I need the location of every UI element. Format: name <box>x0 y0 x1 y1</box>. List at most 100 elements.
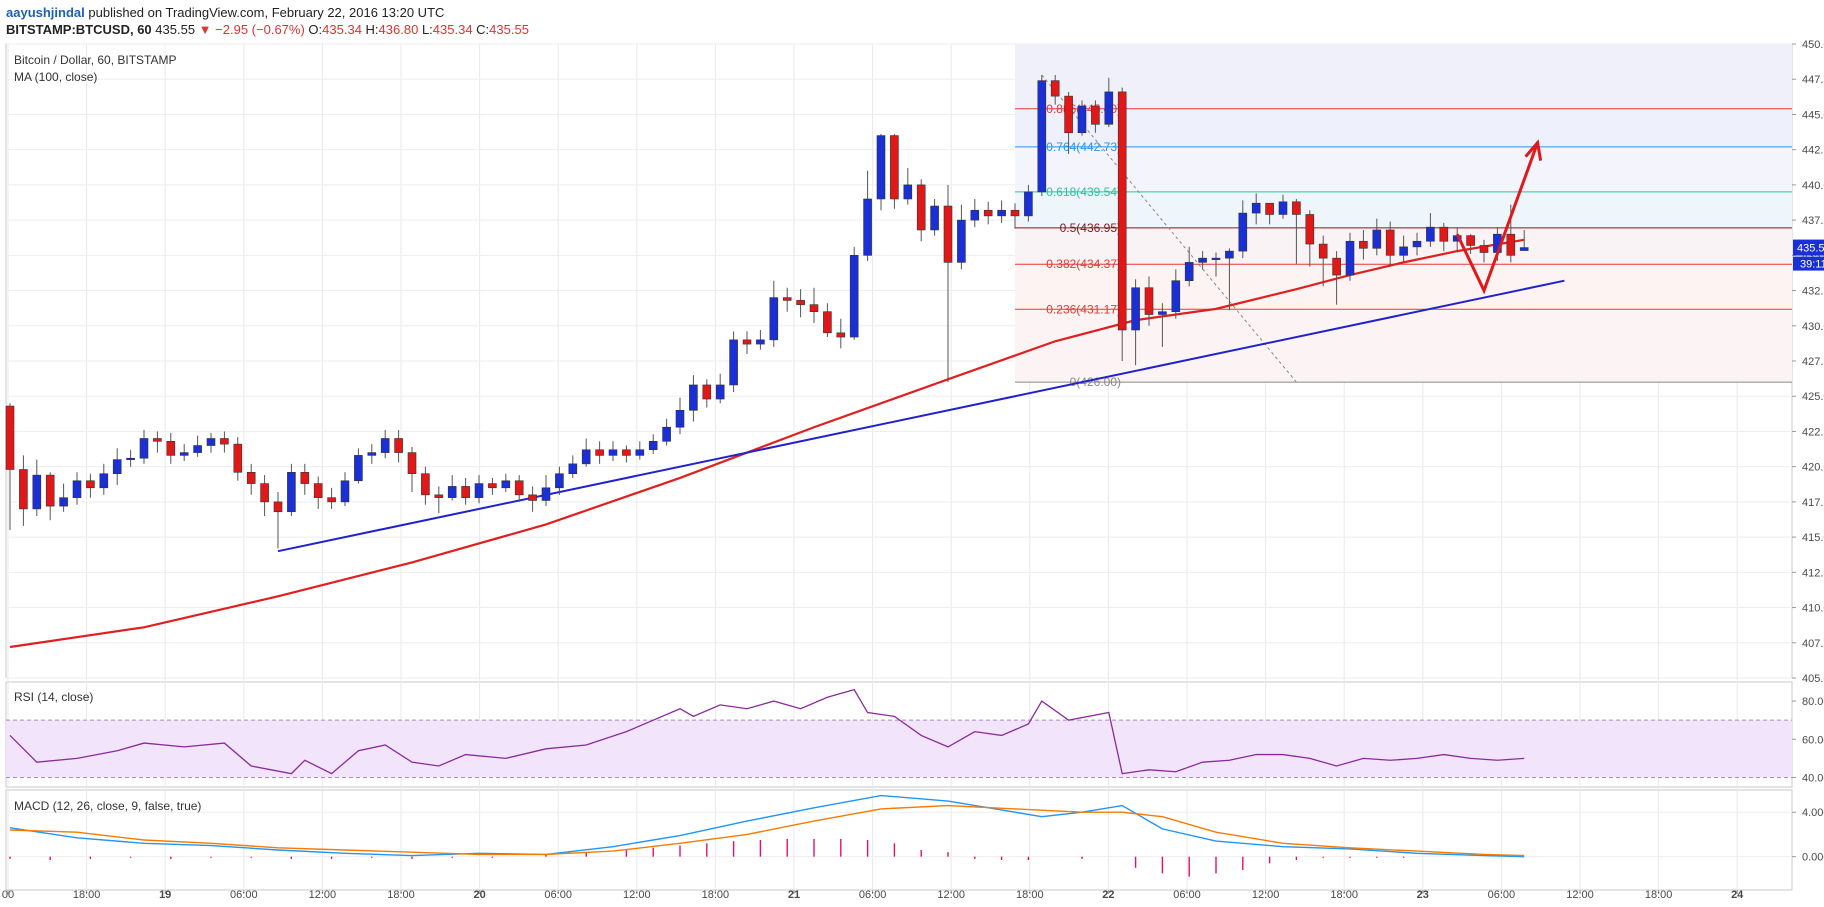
candle-body <box>568 463 578 475</box>
y-tick-label: 420.0 <box>1802 462 1824 474</box>
candle-body <box>1184 262 1194 281</box>
candle-body <box>1037 80 1047 193</box>
candle-body <box>300 472 310 484</box>
countdown-tag-label: 39:11 <box>1800 259 1824 271</box>
x-tick-label: 06:00 <box>230 889 258 901</box>
candle-body <box>1318 243 1328 259</box>
candle-body <box>340 480 350 503</box>
x-tick-label: 06:00 <box>859 889 887 901</box>
y-tick-label: 410.0 <box>1802 603 1824 615</box>
candle-body <box>126 457 135 461</box>
x-tick-label: 12:00 <box>1566 889 1594 901</box>
candle-body <box>1439 226 1449 242</box>
candle-body <box>970 209 980 221</box>
x-tick-label: 06:00 <box>1488 889 1516 901</box>
candle-body <box>715 384 725 400</box>
candle-body <box>206 438 216 446</box>
candle-body <box>1519 247 1529 251</box>
candle-body <box>1050 80 1060 97</box>
candle-body <box>957 219 966 263</box>
candle-body <box>354 455 363 482</box>
y-tick-label: 412.5 <box>1802 567 1824 579</box>
candle-body <box>72 480 82 498</box>
x-tick-label: 18:00 <box>73 889 101 901</box>
rsi-title: RSI (14, close) <box>14 690 93 704</box>
candle-body <box>1399 246 1408 256</box>
ma100-line <box>9 238 1525 649</box>
candle-body <box>1104 91 1114 125</box>
macd-tick-label: 0.0000 <box>1802 852 1824 864</box>
y-tick-label: 417.5 <box>1802 497 1824 509</box>
candle-body <box>1278 201 1288 215</box>
forecast-arrow <box>1455 142 1540 295</box>
x-tick-label: 23 <box>1417 889 1429 901</box>
candle-body <box>287 472 296 513</box>
y-tick-label: 432.5 <box>1802 286 1824 298</box>
x-tick-label: 20 <box>473 889 485 901</box>
candle-body <box>273 501 283 513</box>
x-tick-label: 12:00 <box>1252 889 1280 901</box>
candle-body <box>1198 257 1207 263</box>
x-tick-label: 24 <box>1731 889 1744 901</box>
x-tick-label: 00 <box>2 889 14 901</box>
candle-body <box>139 438 149 459</box>
candle-body <box>1479 245 1489 253</box>
fib-zone-band <box>1015 264 1792 310</box>
candle-body <box>729 339 738 386</box>
candle-body <box>997 209 1006 217</box>
candle-body <box>622 449 631 456</box>
candle-body <box>876 135 886 200</box>
candle-body <box>1372 229 1382 249</box>
fib-level-label: 0.618(439.54) <box>1046 185 1121 199</box>
candle-body <box>260 483 269 503</box>
candle-body <box>809 304 819 312</box>
candle-body <box>1010 209 1020 217</box>
y-tick-label: 447.5 <box>1802 74 1824 86</box>
y-tick-label: 427.5 <box>1802 356 1824 368</box>
candle-body <box>461 486 470 498</box>
candle-body <box>1332 257 1341 276</box>
author-link[interactable]: aayushjindal <box>6 5 85 20</box>
rsi-tick-label: 40.0000 <box>1802 772 1824 784</box>
ohlc-values: O:435.34 H:436.80 L:435.34 C:435.55 <box>308 22 529 37</box>
y-tick-label: 450.0 <box>1802 39 1824 51</box>
candle-body <box>742 339 752 345</box>
candle-body <box>581 449 591 465</box>
down-arrow-icon: ▼ <box>198 22 212 37</box>
candle-body <box>394 438 403 453</box>
candle-body <box>702 384 712 400</box>
y-tick-label: 437.5 <box>1802 215 1824 227</box>
y-tick-label: 415.0 <box>1802 532 1824 544</box>
candle-body <box>488 483 497 489</box>
candle-body <box>380 438 390 453</box>
candle-body <box>5 405 15 470</box>
candle-body <box>179 452 189 456</box>
candle-body <box>930 205 939 231</box>
candle-body <box>367 452 377 456</box>
fib-zone-band <box>1015 191 1792 228</box>
candle-body <box>1305 214 1315 245</box>
macd-title: MACD (12, 26, close, 9, false, true) <box>14 799 201 813</box>
y-tick-label: 407.5 <box>1802 638 1824 650</box>
candle-body <box>1238 212 1248 252</box>
candle-body <box>514 480 524 496</box>
candle-body <box>863 198 872 256</box>
candle-body <box>1158 311 1167 315</box>
candle-body <box>86 480 95 489</box>
last-price: 435.55 <box>155 22 196 37</box>
fib-level-label: 0(426.00) <box>1070 375 1121 389</box>
macd-series-line <box>9 804 1525 857</box>
candle-body <box>327 497 336 503</box>
candle-body <box>689 384 698 411</box>
candle-body <box>1131 287 1140 331</box>
candle-body <box>555 473 564 489</box>
countdown-tag <box>1793 256 1824 271</box>
candle-body <box>890 135 899 200</box>
candle-body <box>796 300 805 305</box>
candle-body <box>595 449 604 456</box>
candle-body <box>943 205 953 263</box>
x-tick-label: 18:00 <box>1016 889 1044 901</box>
x-tick-label: 19 <box>159 889 171 901</box>
candle-body <box>1506 233 1516 256</box>
